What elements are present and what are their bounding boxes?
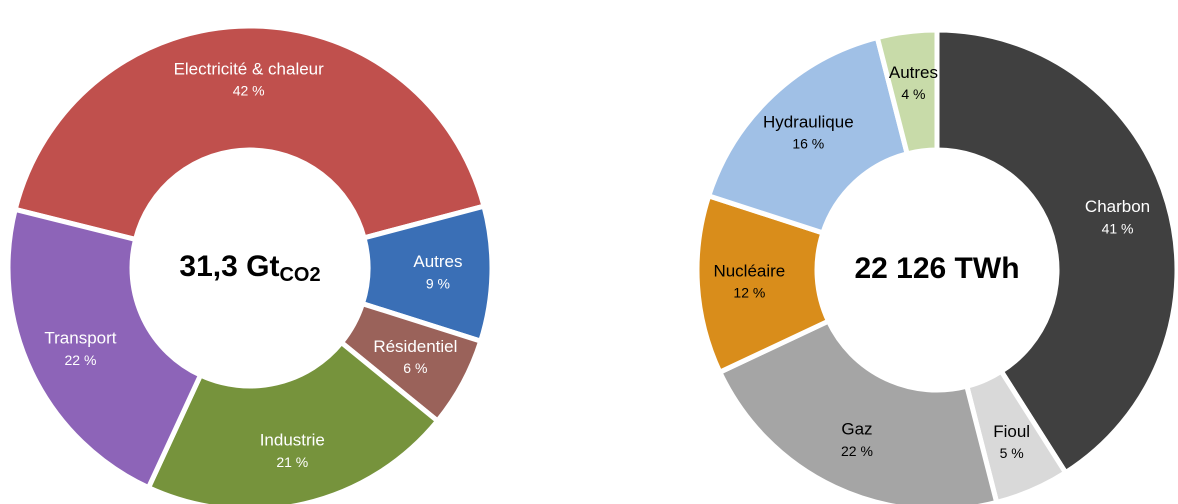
segment-label: Electricité & chaleur — [174, 59, 325, 78]
segment-value-label: 41 % — [1102, 220, 1134, 236]
center-label-sub: CO2 — [279, 264, 320, 286]
segment-value-label: 4 % — [901, 86, 925, 102]
donut-segment — [145, 339, 442, 504]
segment-value-label: 9 % — [426, 275, 450, 291]
segment-label: Nucléaire — [713, 261, 785, 280]
donut-segment — [705, 34, 911, 237]
donut-segment — [12, 23, 488, 243]
segment-label: Gaz — [841, 420, 872, 439]
segment-value-label: 21 % — [276, 454, 308, 470]
segment-value-label: 22 % — [64, 352, 96, 368]
donut-segment — [694, 192, 832, 376]
center-label: 31,3 GtCO2 — [179, 250, 320, 286]
segment-label: Transport — [44, 329, 116, 348]
center-label-main: 22 126 TWh — [854, 252, 1019, 285]
center-label: 22 126 TWh — [854, 252, 1019, 285]
segment-label: Résidentiel — [373, 337, 457, 356]
segment-value-label: 22 % — [841, 443, 873, 459]
segment-label: Autres — [889, 63, 938, 82]
segment-label: Fioul — [993, 422, 1030, 441]
segment-value-label: 12 % — [733, 285, 765, 301]
donut-segment — [934, 27, 1178, 477]
segment-label: Industrie — [260, 431, 325, 450]
segment-value-label: 42 % — [233, 83, 265, 99]
segment-value-label: 5 % — [1000, 445, 1024, 461]
segment-label: Autres — [413, 252, 462, 271]
segment-label: Charbon — [1085, 197, 1150, 216]
segment-label: Hydraulique — [763, 112, 854, 131]
donut-segment — [5, 206, 204, 492]
donut-segment — [874, 27, 940, 157]
segment-value-label: 16 % — [792, 136, 824, 152]
donut-segment — [716, 317, 1000, 504]
segment-value-label: 6 % — [403, 360, 427, 376]
center-label-main: 31,3 Gt — [179, 250, 279, 283]
